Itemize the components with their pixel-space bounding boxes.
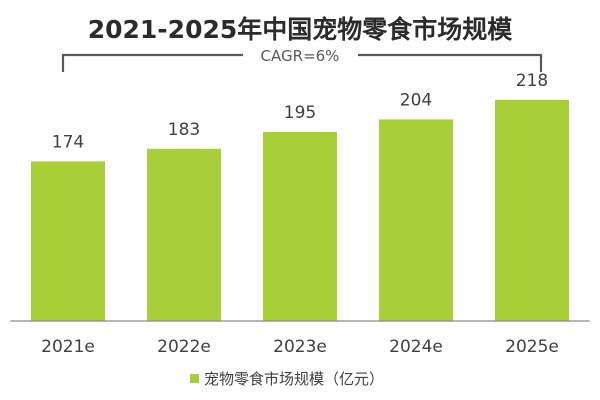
legend: 宠物零食市场规模（亿元）: [190, 370, 384, 388]
chart-title: 2021-2025年中国宠物零食市场规模: [88, 15, 514, 44]
cagr-annotation: CAGR=6%: [261, 47, 340, 65]
legend-swatch: [190, 374, 199, 383]
value-label-2025e: 218: [516, 71, 548, 91]
bar-2025e: [495, 99, 569, 321]
value-label-2022e: 183: [168, 120, 200, 140]
x-tick-label-2025e: 2025e: [505, 337, 559, 357]
value-label-2023e: 195: [284, 103, 316, 123]
bars-group: [31, 99, 569, 322]
value-label-2024e: 204: [400, 90, 432, 110]
x-tick-labels: 2021e 2022e 2023e 2024e 2025e: [41, 337, 559, 357]
bar-2021e: [31, 161, 105, 321]
x-tick-label-2023e: 2023e: [273, 337, 327, 357]
x-tick-label-2021e: 2021e: [41, 337, 95, 357]
bar-2022e: [147, 148, 221, 321]
x-tick-label-2024e: 2024e: [389, 337, 443, 357]
cagr-bracket: [61, 53, 543, 72]
x-tick-label-2022e: 2022e: [157, 337, 211, 357]
legend-label: 宠物零食市场规模（亿元）: [204, 370, 384, 388]
bar-2024e: [379, 119, 453, 322]
value-label-2021e: 174: [52, 132, 84, 152]
value-labels-group: 174 183 195 204 218: [52, 71, 548, 153]
bar-2023e: [263, 132, 337, 321]
